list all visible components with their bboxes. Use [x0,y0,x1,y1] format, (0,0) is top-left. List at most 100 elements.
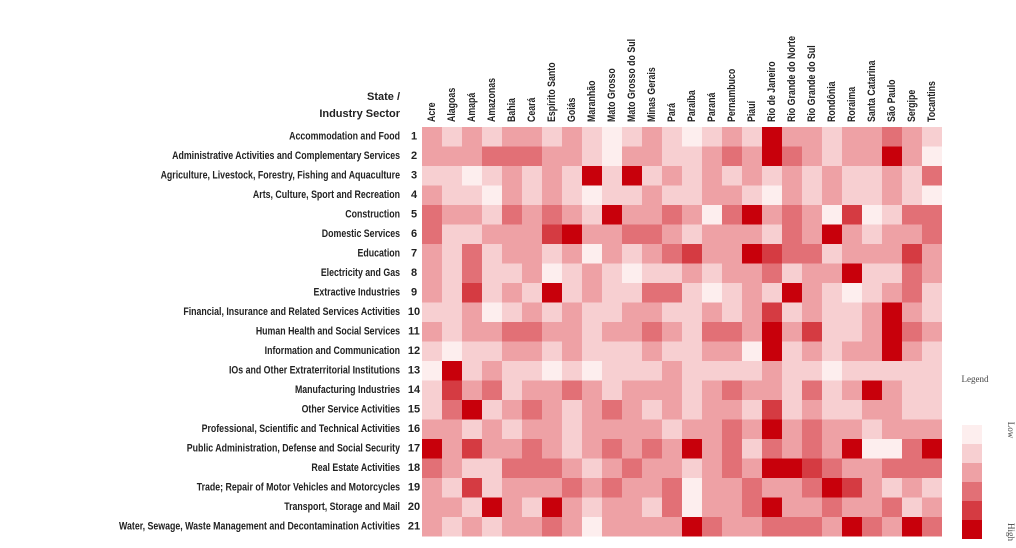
cell [642,341,662,361]
cell [842,166,862,186]
cell [842,497,862,517]
cell [482,458,502,478]
cell [422,244,442,264]
cell [562,380,582,400]
cell [742,166,762,186]
cell [562,419,582,439]
cell [422,205,442,225]
cell [842,146,862,166]
cell [702,439,722,459]
cell [602,458,622,478]
cell [822,263,842,283]
cell [822,283,842,303]
cell [922,361,942,381]
cell [862,205,882,225]
cell [462,341,482,361]
cell [562,458,582,478]
cell [882,341,902,361]
cell [482,341,502,361]
cell [542,497,562,517]
cell [562,322,582,342]
cell [882,439,902,459]
cell [562,439,582,459]
cell [442,419,462,439]
cell [902,361,922,381]
cell [642,497,662,517]
column-label: Pernambuco [726,69,738,122]
cell [622,341,642,361]
cell [762,185,782,205]
cell [602,478,622,498]
cell [442,283,462,303]
cell [702,224,722,244]
cell [902,497,922,517]
cell [662,263,682,283]
cell [762,497,782,517]
cell [422,341,442,361]
row-id: 8 [411,267,417,279]
cell [702,185,722,205]
cell [862,497,882,517]
cell [522,478,542,498]
cell [542,322,562,342]
cell [502,478,522,498]
cell [642,361,662,381]
cell [762,127,782,147]
cell [742,127,762,147]
cell [762,380,782,400]
cell [442,458,462,478]
cell [662,244,682,264]
cell [422,127,442,147]
cell [702,146,722,166]
column-label: Ceará [526,97,538,122]
cell [902,127,922,147]
cell [822,497,842,517]
cell [602,439,622,459]
cell [602,166,622,186]
cell [722,458,742,478]
row-labels: Accommodation and Food Administrative Act… [119,131,400,533]
cell [662,517,682,537]
row-label: Domestic Services [322,228,401,240]
cell [462,400,482,420]
cell [722,400,742,420]
cell [702,341,722,361]
cell [682,244,702,264]
cell [842,419,862,439]
cell [822,458,842,478]
cell [642,185,662,205]
cell [482,497,502,517]
cell [422,400,442,420]
cell [742,205,762,225]
cell [462,244,482,264]
cell [522,127,542,147]
cell [462,283,482,303]
cell [622,205,642,225]
cell [462,439,482,459]
legend-swatch [962,425,982,444]
cell [842,478,862,498]
cell [442,224,462,244]
cell [542,127,562,147]
cell [762,146,782,166]
cell [622,166,642,186]
cell [822,517,842,537]
cell [462,361,482,381]
cell [722,322,742,342]
cell [742,224,762,244]
cell [542,419,562,439]
cell [542,263,562,283]
cell [882,322,902,342]
cell [642,244,662,264]
cell [442,244,462,264]
cell [542,517,562,537]
cell [622,361,642,381]
row-id: 16 [408,423,420,435]
cell [722,283,742,303]
column-label: Roraima [846,86,858,122]
cell [782,127,802,147]
cell [842,361,862,381]
cell [522,283,542,303]
row-id: 6 [411,228,417,240]
cell [862,478,882,498]
